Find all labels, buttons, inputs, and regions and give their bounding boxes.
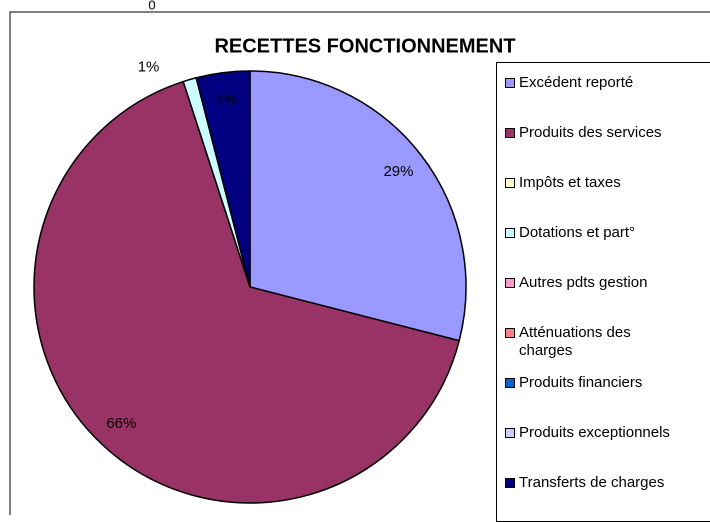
legend-label: Dotations et part° xyxy=(519,224,636,241)
legend-item: Produits des services xyxy=(505,124,662,142)
data-label: 4% xyxy=(216,92,238,109)
chart-title: RECETTES FONCTIONNEMENT xyxy=(214,35,515,57)
legend-swatch xyxy=(505,428,515,438)
legend-item: Autres pdts gestion xyxy=(505,274,647,292)
legend-swatch xyxy=(505,478,515,488)
legend-item: Transferts de charges xyxy=(505,474,664,492)
pie xyxy=(33,70,467,504)
legend-label: Produits exceptionnels xyxy=(519,424,670,441)
legend-swatch xyxy=(505,78,515,88)
legend-item: Atténuations des charges xyxy=(505,324,682,360)
legend-item: Dotations et part° xyxy=(505,224,635,242)
legend-label: Excédent reporté xyxy=(519,74,634,91)
legend-label: Impôts et taxes xyxy=(519,174,621,191)
legend-swatch xyxy=(505,328,515,338)
pie-slice xyxy=(195,70,251,288)
legend-label: Transferts de charges xyxy=(519,474,665,491)
legend-swatch xyxy=(505,128,515,138)
legend-item: Impôts et taxes xyxy=(505,174,621,192)
pie-slice xyxy=(33,80,461,504)
annotation: 0 xyxy=(148,0,155,12)
legend-item: Produits financiers xyxy=(505,374,642,392)
legend-item: Excédent reporté xyxy=(505,74,633,92)
legend-label: Produits des services xyxy=(519,124,662,141)
legend-swatch xyxy=(505,278,515,288)
legend-label: Produits financiers xyxy=(519,374,643,391)
legend-swatch xyxy=(505,228,515,238)
legend-label: Autres pdts gestion xyxy=(519,274,648,291)
legend-swatch xyxy=(505,178,515,188)
data-label: 1% xyxy=(138,58,160,75)
legend-label: Atténuations des charges xyxy=(519,324,631,359)
data-label: 29% xyxy=(383,163,413,180)
pie-slice xyxy=(249,70,467,342)
legend: Excédent reporté Produits des services Imp… xyxy=(496,62,710,522)
legend-swatch xyxy=(505,378,515,388)
data-label: 66% xyxy=(106,415,136,432)
legend-item: Produits exceptionnels xyxy=(505,424,670,442)
